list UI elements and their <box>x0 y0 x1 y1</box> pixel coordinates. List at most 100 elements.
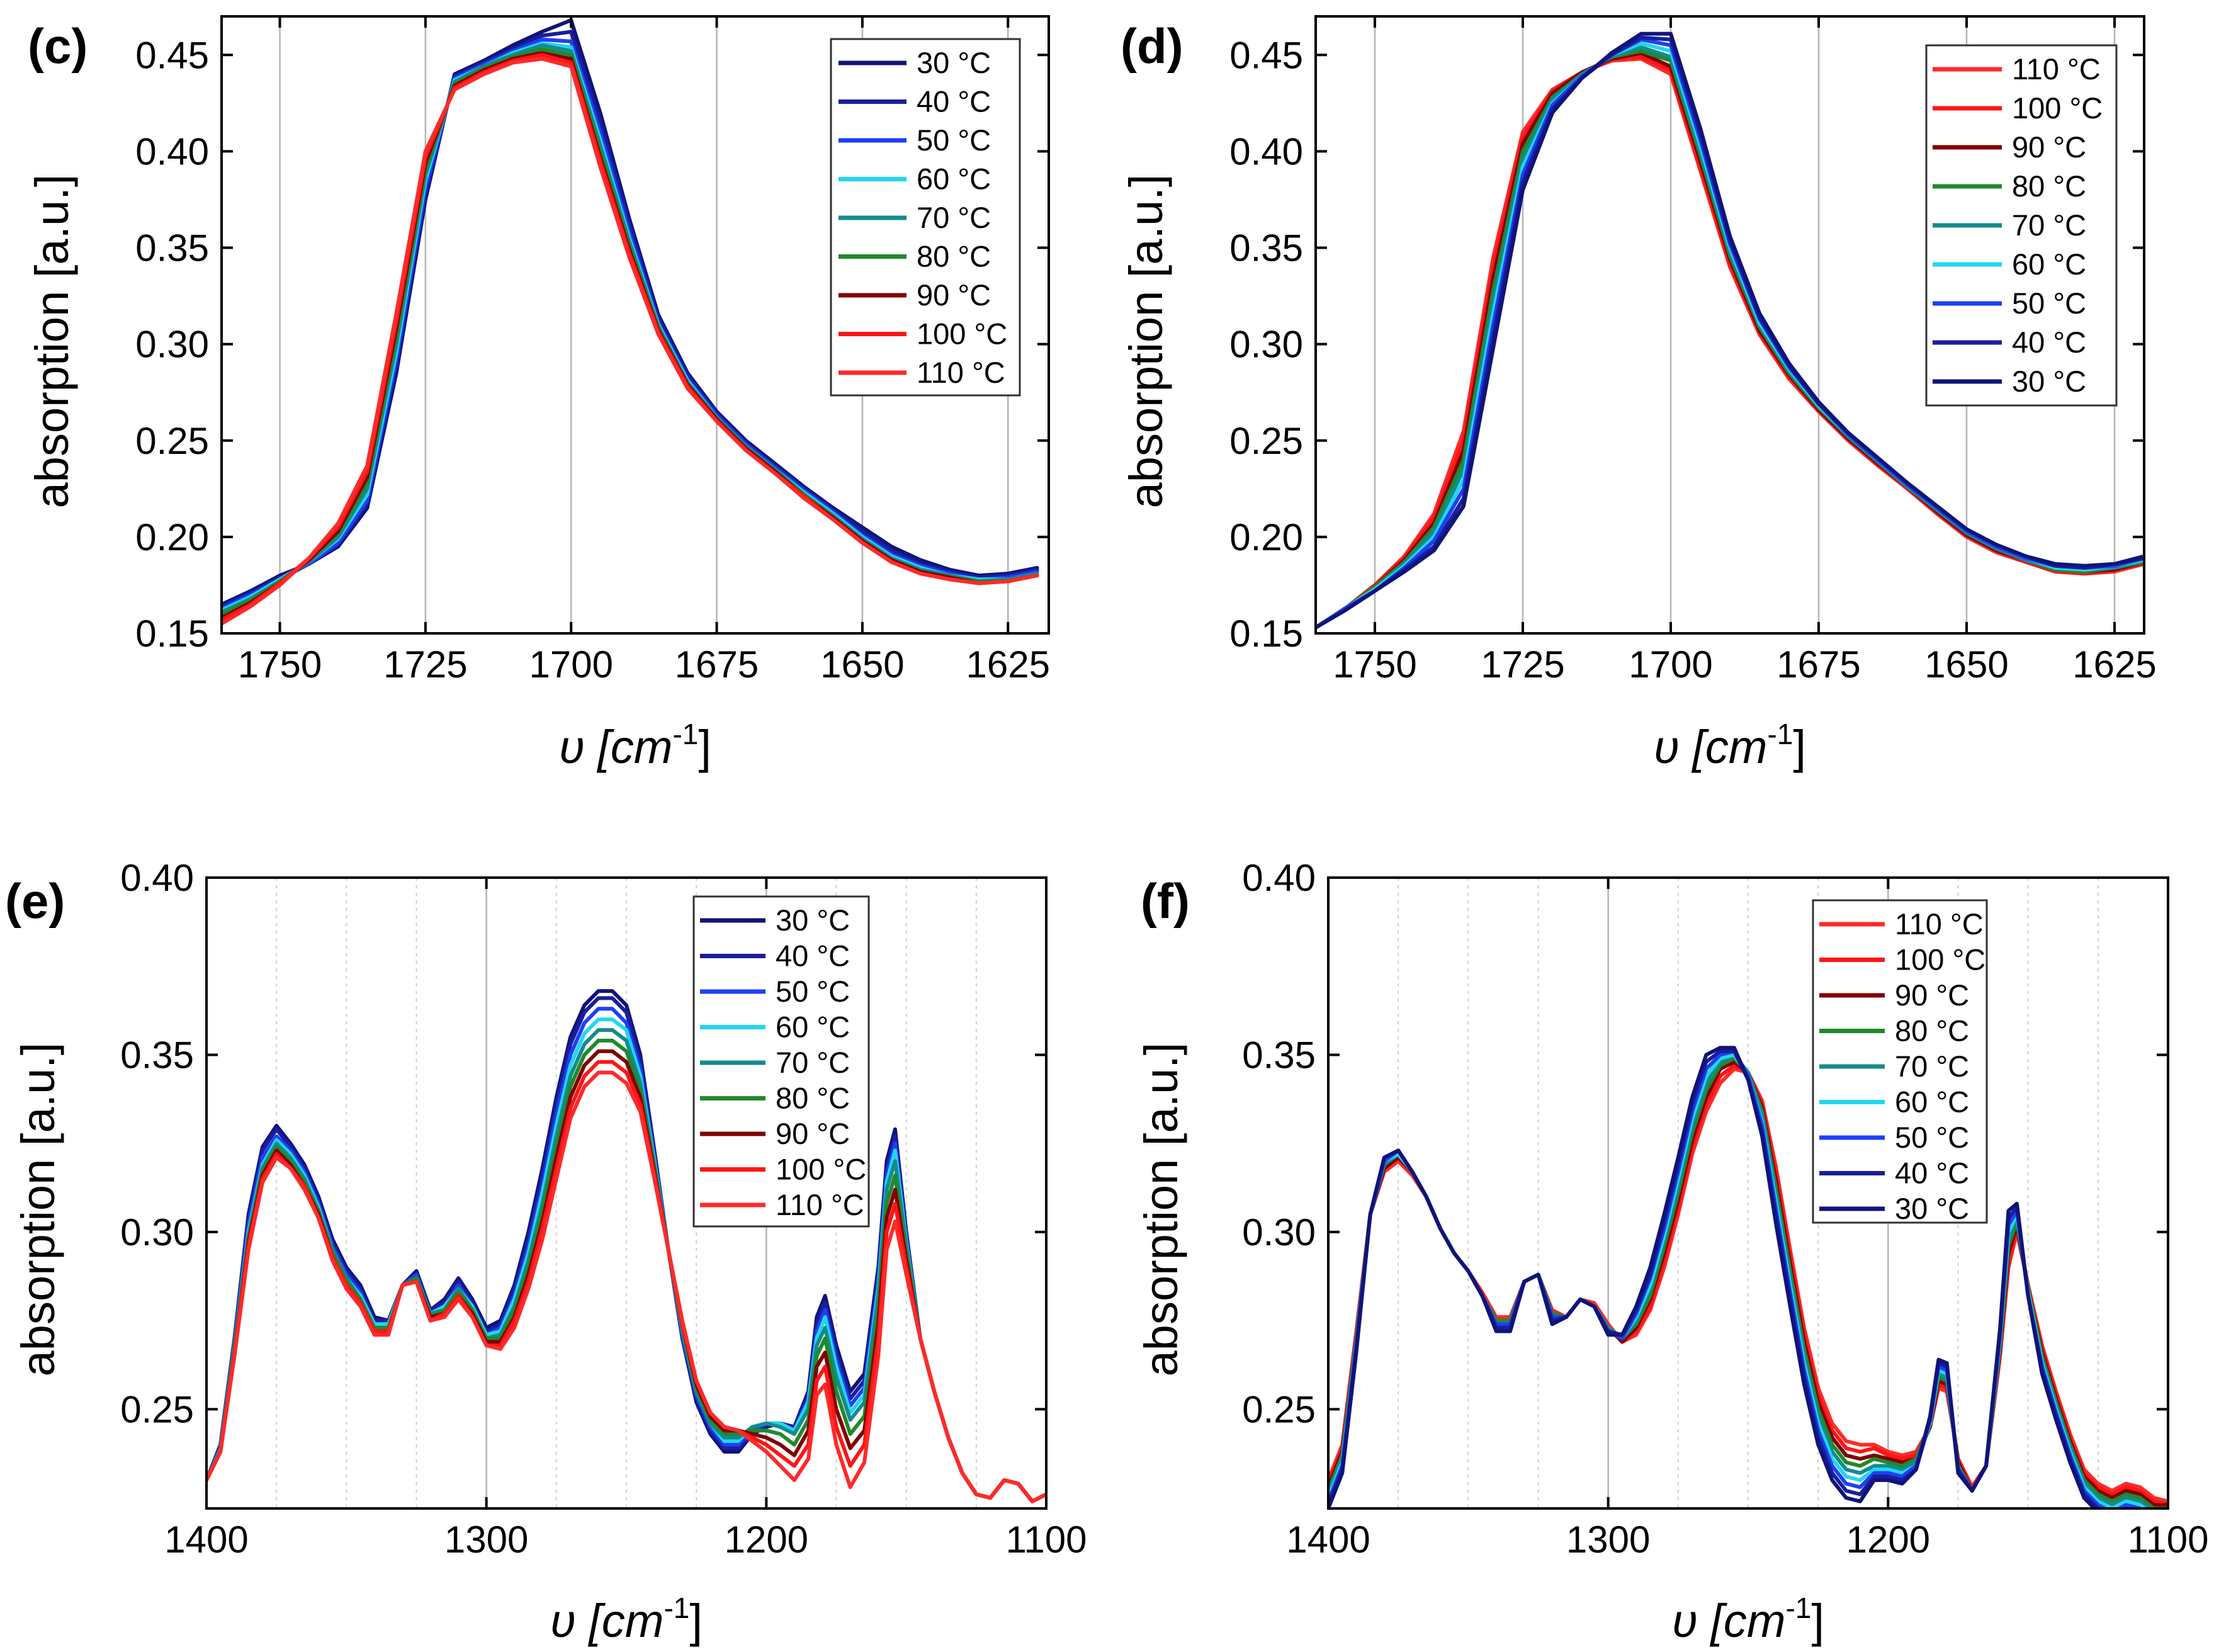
legend-entry: 80 °C <box>776 1082 850 1115</box>
legend-entry: 60 °C <box>1895 1085 1969 1119</box>
y-tick-label: 0.35 <box>120 1034 194 1076</box>
series-line-110c <box>206 1070 1046 1503</box>
series-line-110c <box>1328 1067 2168 1503</box>
x-tick-label: 1100 <box>2127 1519 2208 1561</box>
x-tick-label: 1400 <box>1286 1519 1370 1561</box>
legend-entry: 110 °C <box>776 1188 864 1221</box>
legend-entry: 110 °C <box>1895 907 1984 941</box>
series-line-70c <box>1328 1053 2168 1508</box>
series-line-80c <box>1328 1056 2168 1508</box>
y-axis-title: absorption [a.u.] <box>26 174 78 509</box>
y-tick-label: 0.30 <box>120 1211 194 1253</box>
plot-frame <box>220 15 1050 635</box>
series-line-100c <box>206 1060 1046 1503</box>
y-tick-label: 0.45 <box>1229 34 1303 76</box>
legend-entry: 80 °C <box>1895 1014 1969 1048</box>
x-axis-title-sup: -1 <box>664 1592 689 1624</box>
legend-entry: 80 °C <box>917 240 991 273</box>
x-tick-label: 1675 <box>675 643 759 686</box>
y-tick-label: 0.45 <box>135 34 209 76</box>
legend-entry: 100 °C <box>1895 943 1985 976</box>
y-tick-label: 0.30 <box>1229 324 1303 366</box>
x-tick-label: 1650 <box>1924 643 2008 686</box>
y-tick-label: 0.40 <box>1229 130 1303 173</box>
series-line-30c <box>1316 31 2144 630</box>
series-line-90c <box>206 1049 1046 1503</box>
x-tick-label: 1625 <box>966 643 1049 686</box>
y-tick-label: 0.20 <box>135 516 209 558</box>
legend-entry: 70 °C <box>1895 1049 1969 1083</box>
x-axis-title-main: υ [cm <box>559 721 672 773</box>
y-tick-label: 0.35 <box>1242 1034 1316 1076</box>
legend-entry: 40 °C <box>917 85 991 118</box>
panel-e: 1400 1300 1200 1100 0.25 0.30 0.35 0.40 (e) absor… <box>5 857 1087 1647</box>
x-axis-title: υ [cm-1] <box>550 1592 703 1647</box>
y-tick-label: 0.25 <box>120 1388 194 1430</box>
panel-label: (e) <box>5 873 65 929</box>
plot-frame <box>1327 876 2169 1510</box>
x-axis-title-end: ] <box>1811 1595 1824 1647</box>
legend-entry: 30 °C <box>2012 365 2086 398</box>
x-tick-label: 1625 <box>2072 643 2156 686</box>
x-tick-label: 1200 <box>725 1519 808 1561</box>
legend-entry: 90 °C <box>1895 978 1969 1012</box>
x-axis-title-end: ] <box>1793 721 1806 773</box>
legend-entry: 50 °C <box>2012 286 2086 320</box>
legend-entry: 30 °C <box>1895 1192 1969 1225</box>
legend-entry: 100 °C <box>917 317 1007 351</box>
x-axis-title-main: υ [cm <box>1672 1595 1785 1647</box>
legend-entry: 40 °C <box>1895 1157 1969 1190</box>
x-axis-title-end: ] <box>698 721 711 773</box>
x-axis-title-sup: -1 <box>1767 718 1793 750</box>
x-axis-title-main: υ [cm <box>550 1595 664 1647</box>
legend-entry: 50 °C <box>776 975 850 1008</box>
x-tick-label: 1650 <box>820 643 904 686</box>
y-tick-label: 0.35 <box>135 227 209 269</box>
x-tick-label: 1675 <box>1776 643 1860 686</box>
x-tick-label: 1750 <box>1333 643 1416 686</box>
y-axis-title: absorption [a.u.] <box>1135 1043 1187 1377</box>
legend-entry: 100 °C <box>776 1153 866 1186</box>
x-axis-title: υ [cm-1] <box>1672 1592 1824 1647</box>
panel-c: 1750 1725 1700 1675 1650 1625 0.15 0.20 0.25 0.30… <box>26 15 1050 773</box>
panel-d: 1750 1725 1700 1675 1650 1625 0.15 0.20 0.25 0.30… <box>1120 15 2157 773</box>
y-tick-label: 0.35 <box>1229 227 1303 269</box>
legend-entry: 80 °C <box>2012 169 2086 203</box>
y-tick-label: 0.40 <box>120 857 194 899</box>
series-group <box>1316 31 2144 630</box>
legend-entry: 110 °C <box>917 356 1005 389</box>
legend-entry: 100 °C <box>2012 91 2103 125</box>
plot-frame <box>1314 15 2145 635</box>
x-tick-label: 1700 <box>1629 643 1712 686</box>
series-group <box>206 989 1046 1503</box>
legend-box <box>1812 899 1988 1224</box>
x-tick-label: 1300 <box>444 1519 528 1561</box>
y-tick-label: 0.30 <box>135 324 209 366</box>
legend-entry: 90 °C <box>2012 130 2086 164</box>
y-tick-label: 0.25 <box>1229 420 1303 462</box>
y-tick-label: 0.20 <box>1229 516 1303 558</box>
x-axis-title-sup: -1 <box>672 718 698 750</box>
series-group <box>222 18 1039 626</box>
series-line-30c <box>1328 1046 2168 1508</box>
legend-entry: 70 °C <box>776 1046 850 1079</box>
panel-label: (f) <box>1141 873 1190 929</box>
panel-label: (c) <box>28 18 88 74</box>
x-axis-title-sup: -1 <box>1785 1592 1811 1624</box>
x-tick-label: 1725 <box>1481 643 1564 686</box>
series-group <box>1328 1046 2168 1508</box>
y-tick-label: 0.25 <box>1242 1388 1316 1430</box>
panel-f: 1400 1300 1200 1100 0.25 0.30 0.35 0.40 (f) absor… <box>1135 857 2209 1647</box>
legend-entry: 70 °C <box>2012 208 2086 242</box>
legend-entry: 50 °C <box>917 123 991 157</box>
legend-entry: 30 °C <box>917 46 991 79</box>
legend-entry: 60 °C <box>917 162 991 196</box>
legend-entry: 90 °C <box>776 1117 850 1150</box>
x-tick-label: 1725 <box>383 643 467 686</box>
x-tick-label: 1200 <box>1846 1519 1930 1561</box>
y-tick-label: 0.30 <box>1242 1211 1316 1253</box>
legend-entry: 60 °C <box>776 1010 850 1044</box>
